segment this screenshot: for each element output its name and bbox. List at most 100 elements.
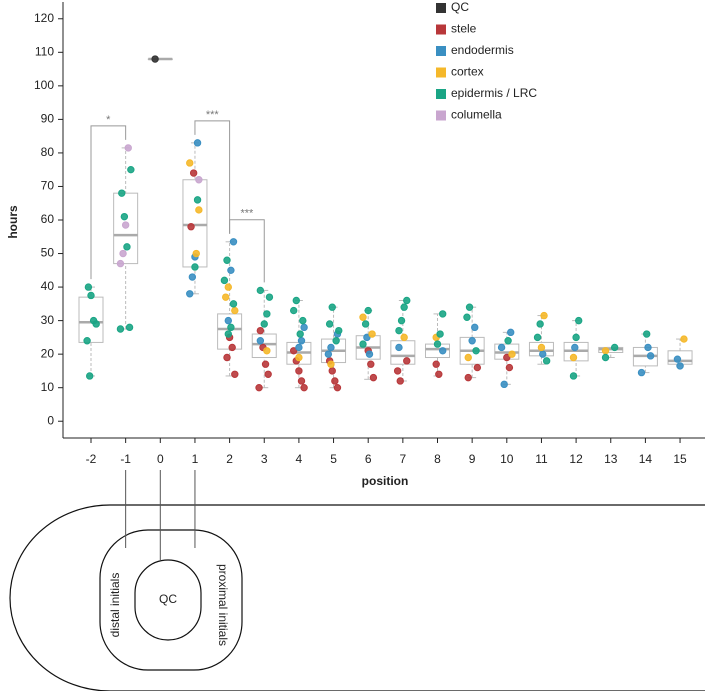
root-outline: [9, 504, 705, 692]
point: [223, 256, 231, 264]
x-tick-label: 9: [469, 452, 476, 466]
point: [432, 360, 440, 368]
point: [220, 276, 229, 285]
point: [328, 367, 336, 375]
point: [327, 343, 335, 352]
point: [324, 350, 333, 358]
y-tick-label: 20: [41, 346, 55, 360]
point: [299, 316, 307, 325]
point: [468, 337, 476, 345]
point: [403, 357, 411, 365]
x-tick-label: 13: [604, 452, 618, 466]
point: [395, 343, 403, 352]
point: [507, 328, 515, 337]
point: [116, 325, 125, 333]
point: [393, 367, 402, 375]
point: [400, 303, 408, 311]
x-tick-label: 6: [365, 452, 372, 466]
point: [436, 330, 444, 338]
x-tick-label: 5: [330, 452, 337, 466]
significance-label: *: [106, 114, 111, 126]
point: [439, 347, 447, 355]
point: [120, 212, 129, 221]
point: [335, 326, 343, 335]
legend-swatch: [436, 67, 446, 78]
point: [396, 377, 404, 385]
point: [680, 335, 688, 343]
point: [297, 377, 306, 385]
point: [601, 353, 610, 362]
point: [224, 316, 233, 325]
x-tick-label: -1: [120, 452, 131, 466]
point: [368, 330, 376, 338]
point: [537, 343, 546, 352]
y-tick-label: 0: [47, 413, 54, 427]
point: [231, 370, 239, 378]
point: [124, 144, 132, 152]
point: [125, 323, 134, 332]
point: [328, 303, 336, 311]
point: [256, 326, 265, 335]
point: [263, 310, 271, 318]
point: [572, 333, 580, 342]
qc-label: QC: [159, 592, 177, 606]
point: [263, 347, 271, 355]
point: [292, 296, 300, 305]
point: [365, 350, 374, 358]
y-tick-label: 60: [41, 212, 55, 226]
point: [264, 370, 272, 378]
point: [463, 313, 471, 321]
y-tick-label: 10: [41, 380, 55, 394]
point: [395, 326, 403, 335]
point: [536, 320, 544, 328]
point: [118, 189, 126, 197]
point: [439, 310, 447, 318]
x-tick-label: 1: [192, 452, 199, 466]
x-tick-label: 11: [535, 452, 548, 466]
proximal-label: proximal initials: [216, 564, 230, 646]
point: [363, 333, 371, 342]
point: [227, 323, 235, 332]
significance-bracket: [229, 219, 265, 283]
point: [508, 350, 516, 358]
point: [265, 293, 274, 301]
point: [290, 306, 298, 315]
point: [123, 243, 131, 251]
point: [539, 350, 547, 358]
point: [575, 316, 583, 325]
x-tick-label: 8: [434, 452, 441, 466]
point: [192, 249, 200, 258]
point: [222, 293, 230, 301]
point: [505, 363, 514, 372]
point: [224, 283, 233, 291]
legend-label: stele: [451, 22, 477, 36]
point: [195, 176, 203, 184]
x-tick-label: 14: [639, 452, 653, 466]
point: [87, 291, 95, 300]
point: [403, 296, 411, 305]
point: [465, 303, 474, 311]
significance-bracket: [90, 125, 127, 280]
x-tick-label: 4: [296, 452, 303, 466]
y-tick-label: 100: [34, 78, 54, 92]
legend-swatch: [436, 89, 446, 99]
point: [193, 196, 202, 204]
point: [186, 159, 194, 167]
y-tick-label: 90: [41, 112, 55, 126]
point: [676, 362, 684, 370]
point: [227, 266, 235, 275]
point: [503, 353, 511, 362]
box: [390, 340, 416, 365]
point: [261, 360, 270, 368]
point: [400, 333, 408, 342]
x-tick-label: 12: [569, 452, 583, 466]
point: [569, 353, 578, 362]
legend-swatch: [436, 110, 446, 121]
point: [256, 286, 265, 295]
point: [673, 355, 682, 363]
point: [119, 249, 127, 258]
y-tick-label: 50: [41, 246, 55, 260]
point: [359, 313, 367, 321]
point: [83, 337, 91, 345]
x-tick-label: 7: [400, 452, 407, 466]
